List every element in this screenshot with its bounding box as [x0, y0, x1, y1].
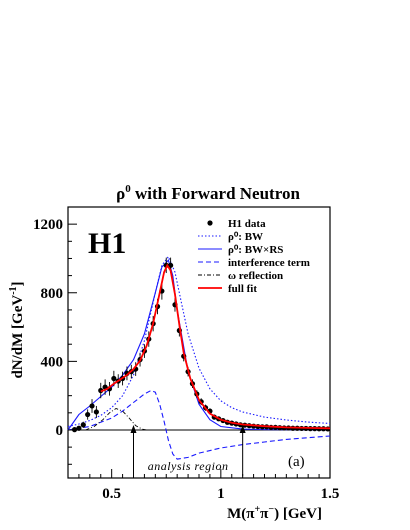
- data-point: [80, 422, 86, 428]
- analysis-region-arrowhead: [130, 424, 137, 433]
- legend-label: ρ⁰: BW: [228, 231, 263, 243]
- legend-entry: ρ⁰: BW: [198, 231, 263, 243]
- legend-label: full fit: [228, 283, 257, 295]
- x-tick-label: 0.5: [102, 486, 121, 502]
- text-layer: 0.5 1 1.5 0 400 800 1200 ρ0 with Forward Neutro…: [8, 183, 339, 522]
- data-point: [85, 411, 91, 418]
- series-curve: [67, 389, 331, 460]
- analysis-region-label: analysis region: [148, 459, 229, 473]
- y-tick-label: 400: [41, 354, 64, 370]
- x-tick-label: 1.5: [321, 486, 340, 502]
- y-tick-label: 1200: [33, 217, 63, 233]
- y-tick-label: 800: [41, 286, 64, 302]
- series-curve: [100, 263, 331, 430]
- legend-entry: full fit: [198, 283, 257, 295]
- h1-watermark: H1: [88, 227, 126, 260]
- data-point: [111, 375, 117, 382]
- y-axis-label: dN/dM [GeV-1]: [8, 281, 26, 378]
- series-layer: [67, 255, 331, 460]
- axes-layer: [68, 223, 331, 478]
- series-h1-data: [71, 257, 331, 433]
- legend-entry: H1 data: [207, 218, 266, 230]
- series-curve: [67, 255, 331, 428]
- data-point: [93, 409, 99, 415]
- series-curve: [67, 259, 331, 431]
- chart-title: ρ0 with Forward Neutron: [116, 183, 300, 203]
- data-point: [89, 403, 95, 409]
- legend-entry: interference term: [198, 257, 310, 269]
- legend-marker: [207, 220, 213, 226]
- x-axis-label: M(π+π−) [GeV]: [227, 504, 322, 522]
- data-point: [168, 262, 174, 268]
- panel-label: (a): [288, 454, 305, 470]
- legend-label: ρ⁰: BW×RS: [228, 244, 283, 256]
- legend-label: ω reflection: [228, 270, 283, 282]
- data-point: [76, 425, 82, 431]
- legend-label: H1 data: [228, 218, 266, 230]
- legend-label: interference term: [228, 257, 310, 269]
- x-tick-label: 1: [217, 486, 225, 502]
- analysis-region-arrowhead: [239, 424, 246, 433]
- y-tick-label: 0: [56, 423, 64, 439]
- legend-entry: ρ⁰: BW×RS: [198, 244, 283, 256]
- legend-entry: ω reflection: [198, 270, 283, 282]
